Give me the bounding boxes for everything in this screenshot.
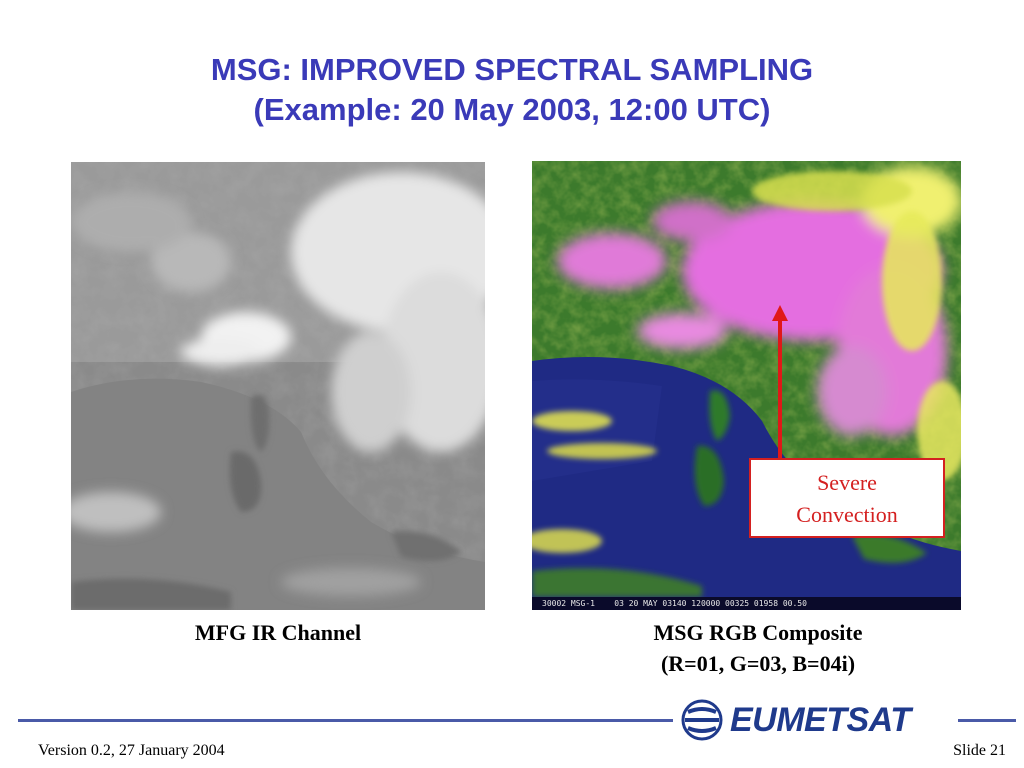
eumetsat-globe-icon [680,698,724,742]
slide-number: Slide 21 [953,742,1006,759]
eumetsat-logo: EUMETSAT [676,698,956,742]
slide-title: MSG: IMPROVED SPECTRAL SAMPLING [210,52,814,87]
image-timestamp-strip: 30002 MSG-1 03 20 MAY 03140 120000 00325… [532,597,961,610]
version-label: Version 0.2, 27 January 2004 [38,742,225,759]
right-caption-line2: (R=01, G=03, B=04i) [660,651,856,676]
annotation-arrow-head [772,305,788,321]
msg-rgb-composite-image: 30002 MSG-1 03 20 MAY 03140 120000 00325… [532,161,961,610]
right-caption-line1: MSG RGB Composite [653,620,863,645]
eumetsat-wordmark: EUMETSAT [730,701,911,739]
left-image-caption: MFG IR Channel [194,620,362,645]
severe-convection-callout: Severe Convection [749,458,945,538]
footer-rule-left [18,719,673,722]
callout-line2: Convection [796,502,898,527]
slide-subtitle: (Example: 20 May 2003, 12:00 UTC) [253,92,771,127]
mfg-ir-image [71,162,485,610]
footer-rule-right [958,719,1016,722]
right-image-caption: MSG RGB Composite (R=01, G=03, B=04i) [532,617,984,679]
annotation-arrow [778,318,782,458]
callout-line1: Severe [817,470,877,495]
